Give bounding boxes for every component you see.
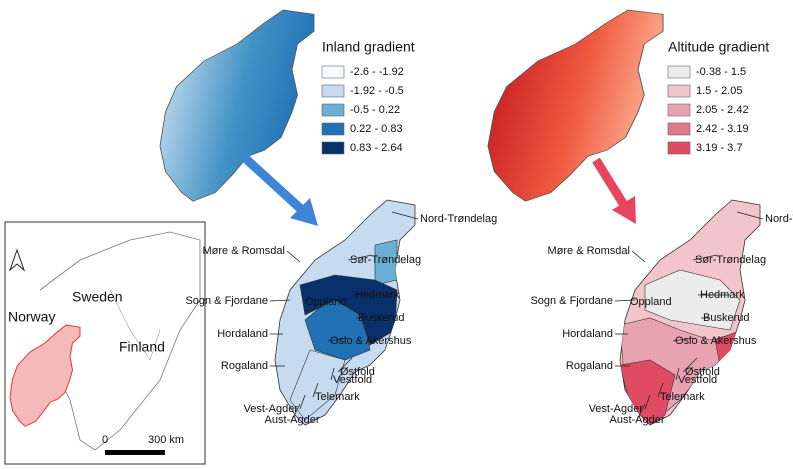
legend-swatch: [667, 84, 691, 98]
region-label: Buskerud: [703, 312, 749, 324]
legend-swatch: [667, 122, 691, 136]
legend-label: 0.22 - 0.83: [350, 123, 403, 135]
legend-label: 1.5 - 2.05: [696, 85, 742, 97]
legend-swatch: [321, 103, 345, 117]
scale-label: 0: [102, 434, 108, 446]
legend-swatch: [667, 141, 691, 155]
region-label: Oslo & Akershus: [330, 335, 412, 347]
legend-label: 2.42 - 3.19: [696, 123, 749, 135]
leader-line: [636, 403, 646, 421]
leader-line: [675, 367, 680, 381]
leader-line: [312, 382, 319, 398]
legend-swatch: [667, 65, 691, 79]
leader-line: [299, 394, 306, 410]
region-label: Telemark: [660, 391, 705, 403]
country-label: Sweden: [72, 289, 123, 305]
leader-line: [644, 394, 651, 410]
region-label: Buskerud: [358, 312, 404, 324]
leader-line: [672, 337, 694, 342]
region-label: Sør-Trøndelag: [350, 254, 421, 266]
inset-frame: [4, 221, 206, 465]
legend-swatch: [321, 141, 345, 155]
leader-line: [682, 357, 698, 373]
leader-line: [736, 211, 764, 220]
region-label: Hedmark: [700, 289, 745, 301]
leader-line: [337, 357, 353, 373]
region-label: Vest-Agder: [589, 403, 644, 415]
scale-bar: [105, 450, 165, 455]
leader-line: [327, 337, 349, 342]
legend-label: -0.38 - 1.5: [696, 66, 746, 78]
legend-title: Altitude gradient: [668, 39, 769, 55]
leader-line: [692, 254, 718, 261]
region-label: Vest-Agder: [244, 403, 299, 415]
region-label: Hordaland: [217, 328, 268, 340]
leader-line: [347, 254, 373, 261]
region-label: Nord-Trøndelag: [420, 213, 497, 225]
region-label: Vestfold: [678, 374, 717, 386]
legend-label: -2.6 - -1.92: [350, 66, 404, 78]
region-label: Nord-Trøndelag: [765, 213, 793, 225]
north-arrow: [8, 248, 26, 272]
region-label: Østfold: [685, 366, 720, 378]
leader-line: [391, 211, 419, 220]
region-label: Oslo & Akershus: [675, 335, 757, 347]
legend-swatch: [667, 103, 691, 117]
leader-line: [291, 403, 301, 421]
legend-swatch: [321, 84, 345, 98]
region-label: Aust-Agder: [264, 414, 319, 426]
region-label: Sør-Trøndelag: [695, 254, 766, 266]
region-label: Rogaland: [566, 360, 613, 372]
region-label: Oppland: [630, 296, 672, 308]
legend-label: 2.05 - 2.42: [696, 104, 749, 116]
region-label: Vestfold: [333, 374, 372, 386]
region-label: Østfold: [340, 366, 375, 378]
leader-line: [631, 250, 646, 263]
inset-map: [4, 221, 206, 465]
region-label: Aust-Agder: [609, 414, 664, 426]
region-label: Møre & Romsdal: [202, 245, 285, 257]
region-label: Telemark: [315, 391, 360, 403]
leader-line: [269, 299, 291, 302]
country-label: Finland: [119, 339, 165, 355]
arrow: [241, 154, 318, 226]
region-label: Sogn & Fjordane: [530, 295, 613, 307]
legend-label: -1.92 - -0.5: [350, 85, 404, 97]
legend-label: 3.19 - 3.7: [696, 142, 742, 154]
legend-label: 0.83 - 2.64: [350, 142, 403, 154]
altitude-raster-map: [487, 9, 664, 202]
arrow: [592, 157, 636, 224]
leader-line: [614, 299, 636, 302]
region-label: Hordaland: [562, 328, 613, 340]
legend-label: -0.5 - 0.22: [350, 104, 400, 116]
leader-line: [286, 250, 301, 263]
leader-line: [657, 382, 664, 398]
scale-label: 300 km: [148, 434, 184, 446]
legend-swatch: [321, 122, 345, 136]
region-label: Hedmark: [355, 289, 400, 301]
region-label: Oppland: [305, 296, 347, 308]
inland-raster-map: [159, 9, 315, 202]
region-label: Sogn & Fjordane: [185, 295, 268, 307]
country-label: Norway: [8, 309, 55, 325]
leader-line: [330, 367, 335, 381]
region-label: Rogaland: [221, 360, 268, 372]
legend-swatch: [321, 65, 345, 79]
legend-title: Inland gradient: [322, 39, 415, 55]
region-label: Møre & Romsdal: [547, 245, 630, 257]
